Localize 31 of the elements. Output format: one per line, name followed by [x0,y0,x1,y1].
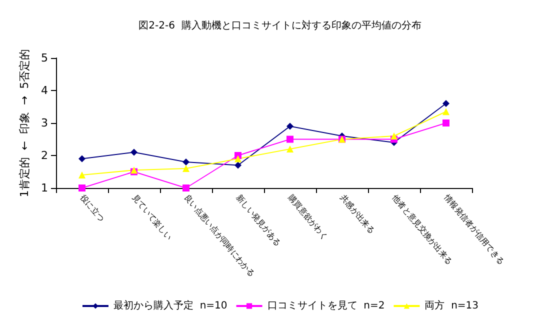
point [182,184,190,192]
legend-label: 両方 n=13 [424,300,479,312]
point [234,162,242,169]
y-tick-label: 4 [41,84,48,97]
point [442,120,450,126]
y-tick-label: 5 [41,52,48,64]
point [234,155,242,162]
point [442,100,450,107]
x-tick-label: 新しい発見がある [234,193,283,248]
point [182,158,190,166]
point [286,136,294,143]
y-axis-title: 1肯定的 ← 印象 → 5否定的 [18,48,31,198]
legend-label: 口コミサイトを見て n=2 [267,300,385,312]
x-tick-label: 役に立つ [78,193,106,224]
point [286,146,294,152]
point [78,155,86,162]
y-tick-label: 2 [41,149,48,162]
legend-label: 最初から購入予定 n=10 [113,300,228,312]
point [78,172,86,178]
point [130,148,138,156]
y-tick-label: 3 [41,116,48,130]
point [78,184,86,192]
y-tick-label: 1 [41,182,48,194]
x-tick-label: 共感が出来る [338,193,376,236]
x-tick-label: 見ていて楽しい [130,193,174,242]
point [390,132,398,140]
point [286,122,294,130]
point [182,165,190,172]
point [442,108,450,116]
x-tick-label: 購買意欲がわく [286,193,330,242]
chart-title: 図2-2-6 購入動機と口コミサイトに対する印象の平均値の分布 [138,20,422,32]
